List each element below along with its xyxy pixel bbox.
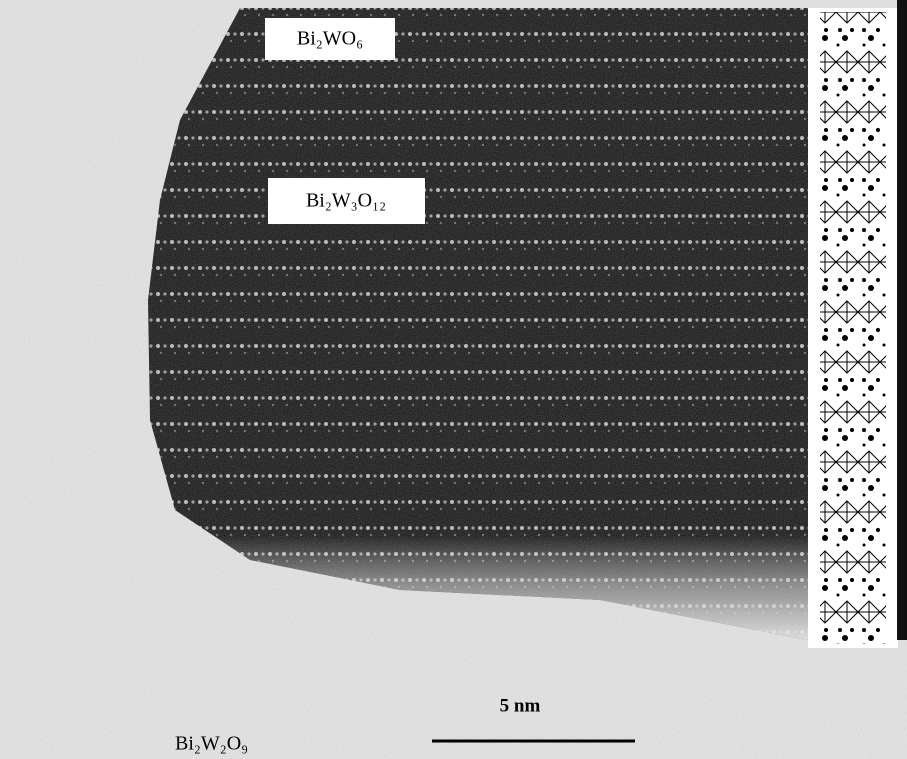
phase-label: Bi₂W₂O₉: [175, 733, 248, 755]
phase-label: Bi₂WO₆: [297, 28, 363, 50]
scale-label: 5 nm: [500, 695, 541, 716]
edge-bar: [897, 0, 907, 640]
label-box: [268, 178, 425, 224]
label-box: [265, 18, 395, 60]
structure-model: [820, 12, 886, 644]
phase-label: Bi₂W₃O₁₂: [306, 190, 386, 212]
